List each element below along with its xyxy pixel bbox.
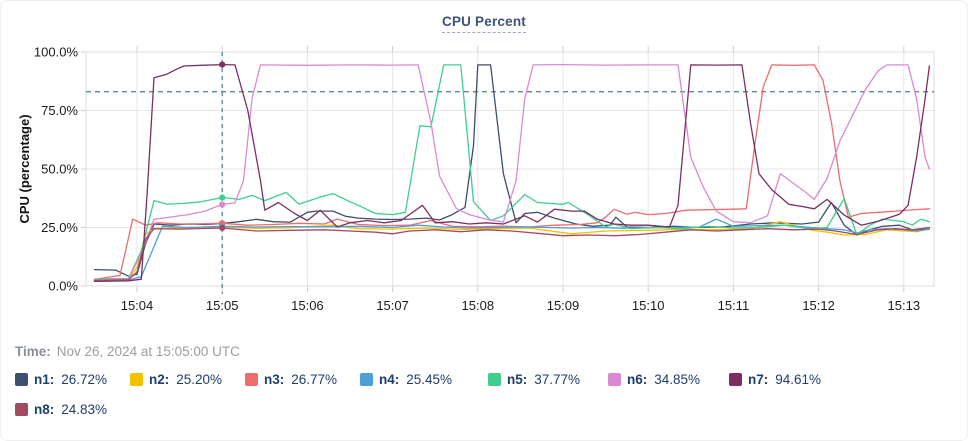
legend-name-n2: n2: xyxy=(149,372,170,387)
legend-swatch-n5 xyxy=(488,373,501,386)
legend-name-n4: n4: xyxy=(379,372,400,387)
legend-value-n8: 24.83% xyxy=(61,402,108,417)
y-tick-label: 75.0% xyxy=(41,103,78,118)
legend-swatch-n6 xyxy=(608,373,621,386)
legend-row-1: n1: 26.72% n2: 25.20% n3: 26.77% n4: 25.45% n5: 3… xyxy=(15,372,959,387)
x-tick-label: 15:10 xyxy=(632,298,665,313)
crosshair-dot-n6 xyxy=(219,201,226,208)
legend-value-n1: 26.72% xyxy=(61,372,108,387)
series-line-n2[interactable] xyxy=(93,221,931,281)
legend-value-n7: 94.61% xyxy=(775,372,822,387)
legend-item-n2[interactable]: n2: 25.20% xyxy=(130,372,245,387)
legend-name-n5: n5: xyxy=(507,372,528,387)
series-line-n7[interactable] xyxy=(93,63,931,282)
legend-name-n8: n8: xyxy=(34,402,55,417)
legend-row-2: n8: 24.83% xyxy=(15,402,959,417)
series-line-n1[interactable] xyxy=(93,64,931,277)
legend-swatch-n4 xyxy=(360,373,373,386)
x-tick-label: 15:07 xyxy=(376,298,409,313)
x-tick-label: 15:08 xyxy=(462,298,495,313)
legend-value-n2: 25.20% xyxy=(176,372,223,387)
legend-value-n5: 37.77% xyxy=(534,372,581,387)
legend-name-n7: n7: xyxy=(748,372,769,387)
legend-swatch-n7 xyxy=(729,373,742,386)
y-tick-label: 25.0% xyxy=(41,220,78,235)
legend-swatch-n2 xyxy=(130,373,143,386)
series-line-n3[interactable] xyxy=(93,64,931,281)
chart-canvas[interactable]: 15:04 15:05 15:06 15:07 15:08 15:09 15:10 15:11… xyxy=(1,36,968,328)
grid xyxy=(81,46,934,292)
time-label: Time: xyxy=(15,344,51,359)
legend-name-n6: n6: xyxy=(627,372,648,387)
legend-value-n6: 34.85% xyxy=(654,372,701,387)
time-value: Nov 26, 2024 at 15:05:00 UTC xyxy=(56,344,240,359)
y-tick-label: 0.0% xyxy=(48,279,78,294)
chart-title[interactable]: CPU Percent xyxy=(1,13,967,33)
y-tick-label: 100.0% xyxy=(34,45,79,60)
x-tick-label: 15:13 xyxy=(888,298,921,313)
legend-item-n5[interactable]: n5: 37.77% xyxy=(488,372,608,387)
legend-item-n7[interactable]: n7: 94.61% xyxy=(729,372,844,387)
legend-item-n3[interactable]: n3: 26.77% xyxy=(245,372,360,387)
x-tick-label: 15:04 xyxy=(121,298,154,313)
plot-border xyxy=(85,51,935,287)
legend-item-n1[interactable]: n1: 26.72% xyxy=(15,372,130,387)
x-tick-label: 15:06 xyxy=(291,298,324,313)
legend-swatch-n8 xyxy=(15,403,28,416)
legend-item-n6[interactable]: n6: 34.85% xyxy=(608,372,729,387)
legend-swatch-n3 xyxy=(245,373,258,386)
chart-title-text[interactable]: CPU Percent xyxy=(442,14,526,33)
x-tick-label: 15:05 xyxy=(206,298,239,313)
crosshair-dot-n5 xyxy=(219,194,226,201)
legend-item-n8[interactable]: n8: 24.83% xyxy=(15,402,130,417)
legend-swatch-n1 xyxy=(15,373,28,386)
cursor-time-row: Time: Nov 26, 2024 at 15:05:00 UTC xyxy=(15,344,240,359)
legend-value-n4: 25.45% xyxy=(406,372,453,387)
y-axis-title: CPU (percentage) xyxy=(17,114,32,223)
legend-value-n3: 26.77% xyxy=(291,372,338,387)
x-tick-label: 15:09 xyxy=(547,298,580,313)
legend-item-n4[interactable]: n4: 25.45% xyxy=(360,372,488,387)
crosshair-dot-n7 xyxy=(219,61,226,68)
legend-name-n3: n3: xyxy=(264,372,285,387)
crosshair-dot-n8 xyxy=(219,224,226,231)
legend-name-n1: n1: xyxy=(34,372,55,387)
series-line-n5[interactable] xyxy=(93,64,931,280)
x-tick-label: 15:11 xyxy=(718,298,750,313)
y-tick-label: 50.0% xyxy=(41,162,78,177)
series-line-n6[interactable] xyxy=(93,63,931,281)
x-tick-label: 15:12 xyxy=(802,298,835,313)
series-line-n8[interactable] xyxy=(93,226,931,282)
